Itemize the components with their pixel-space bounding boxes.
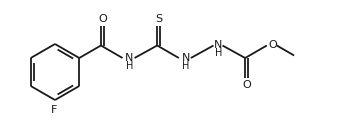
Text: N: N — [214, 40, 223, 51]
Text: O: O — [242, 80, 251, 90]
Text: F: F — [51, 105, 57, 115]
Text: N: N — [182, 53, 190, 63]
Text: H: H — [126, 61, 133, 71]
Text: O: O — [98, 14, 107, 23]
Text: S: S — [155, 14, 162, 23]
Text: O: O — [268, 40, 277, 51]
Text: N: N — [125, 53, 134, 63]
Text: H: H — [215, 48, 222, 59]
Text: H: H — [182, 61, 189, 71]
